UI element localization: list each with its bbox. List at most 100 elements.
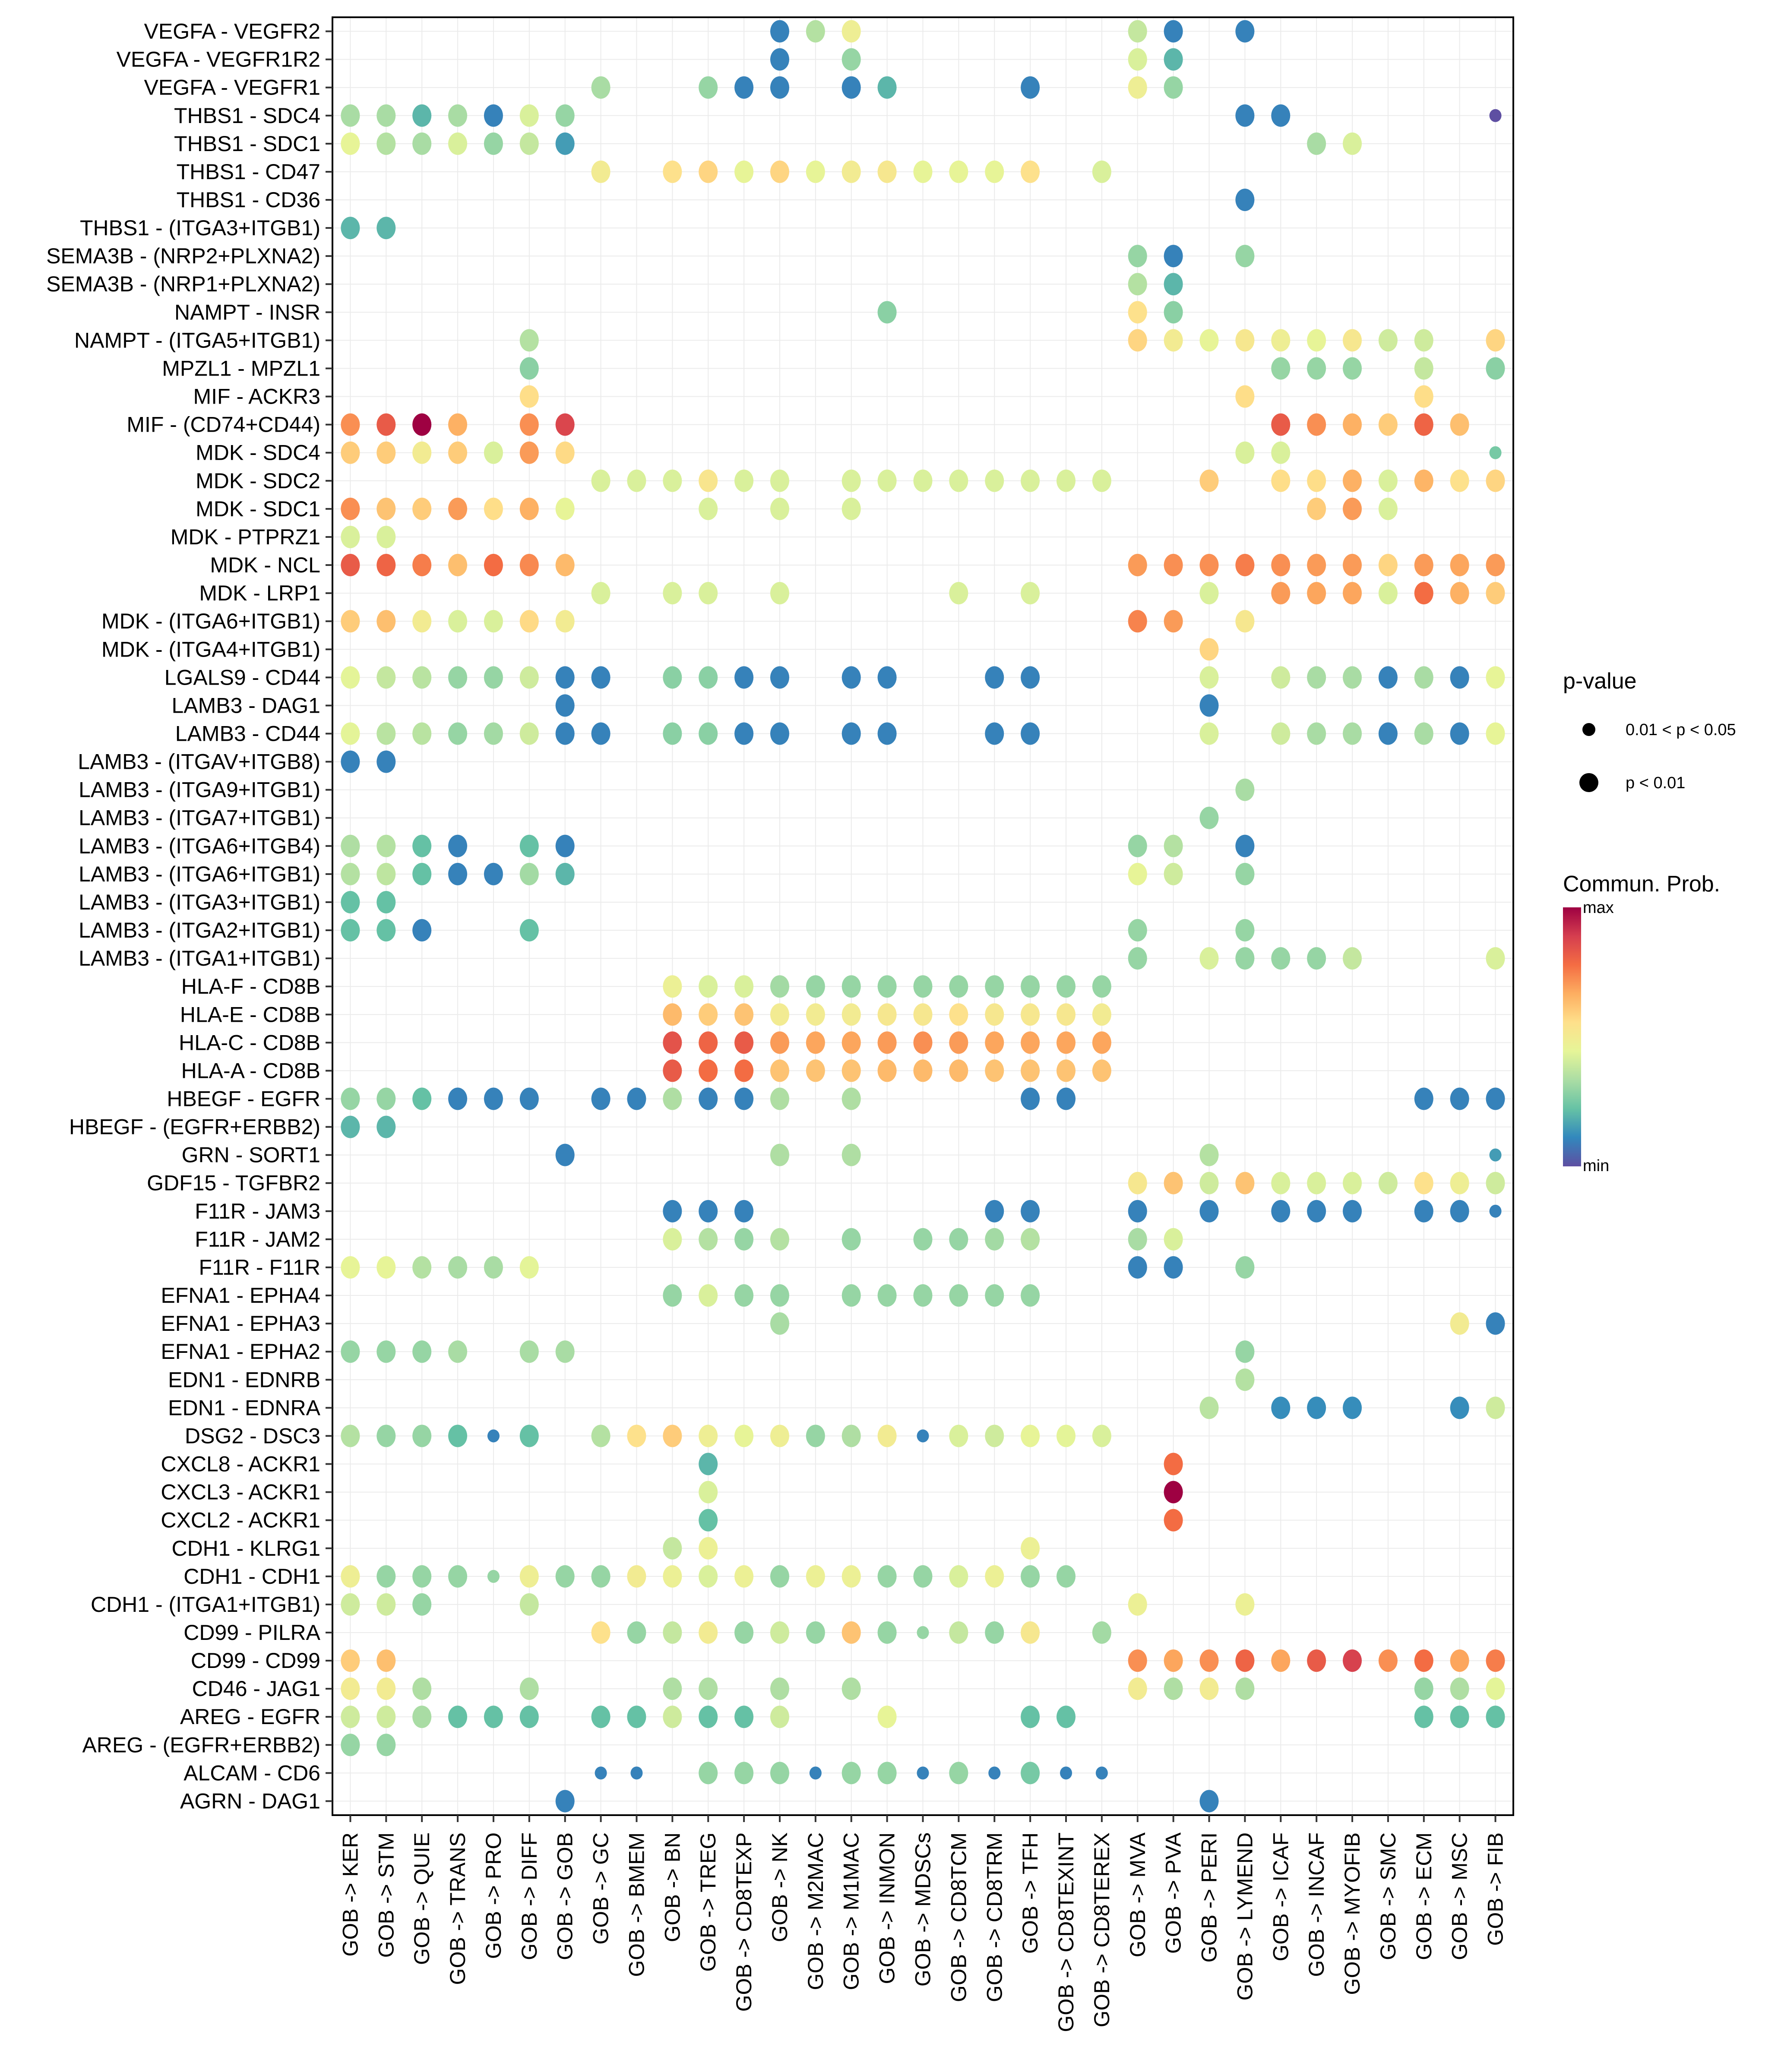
dot (1486, 357, 1505, 380)
x-tick-label: GOB -> STM (374, 1832, 398, 1958)
dot (1307, 947, 1326, 970)
dot (341, 554, 360, 577)
dot (663, 1059, 682, 1082)
dot (1235, 20, 1255, 43)
y-tick-label: LGALS9 - CD44 (164, 665, 320, 689)
dot (341, 1734, 360, 1756)
dot (1414, 554, 1433, 577)
dot (555, 694, 575, 717)
dot (1164, 1677, 1183, 1700)
dot (376, 1649, 396, 1672)
dot (1128, 1200, 1147, 1222)
dot (1378, 329, 1398, 352)
dot (1199, 554, 1219, 577)
dot (376, 1706, 396, 1728)
dot (1235, 1677, 1255, 1700)
dot (734, 1424, 754, 1447)
x-tick-label: GOB -> CD8TCM (946, 1832, 971, 2002)
dot (484, 1706, 503, 1728)
dot (913, 160, 933, 183)
dot (1021, 160, 1040, 183)
colorbar-min-label: min (1583, 1157, 1609, 1175)
dot (1271, 413, 1291, 436)
dot (1235, 245, 1255, 268)
dot (341, 104, 360, 127)
dot (1486, 722, 1505, 745)
dot (519, 919, 539, 942)
dot (1486, 582, 1505, 605)
dot (1128, 301, 1147, 324)
x-tick-label: GOB -> TRANS (446, 1832, 470, 1985)
dot (1235, 610, 1255, 633)
dot (519, 722, 539, 745)
dot (341, 891, 360, 913)
x-tick-label: GOB -> NK (768, 1832, 792, 1942)
dot (1199, 722, 1219, 745)
dot (376, 610, 396, 633)
x-tick-label: GOB -> INCAF (1304, 1832, 1329, 1977)
y-tick-label: EFNA1 - EPHA3 (161, 1311, 320, 1336)
dot (1164, 834, 1183, 857)
dot (1450, 1396, 1469, 1419)
dot (877, 975, 897, 998)
dot (1307, 1649, 1326, 1672)
dot (699, 1228, 718, 1251)
dot (841, 1003, 861, 1026)
dot (734, 666, 754, 689)
dot (734, 1706, 754, 1728)
x-tick-label: GOB -> PRO (481, 1832, 506, 1959)
y-tick-label: MDK - LRP1 (199, 581, 320, 605)
dot (985, 1031, 1004, 1054)
dot (555, 610, 575, 633)
dot (1021, 722, 1040, 745)
x-tick-label: GOB -> PVA (1161, 1832, 1186, 1954)
dot (841, 48, 861, 71)
dot (809, 1766, 822, 1780)
dot (519, 385, 539, 408)
dot (376, 525, 396, 548)
dot (1199, 1172, 1219, 1194)
dot (1486, 1677, 1505, 1700)
dot (484, 1087, 503, 1110)
dot (519, 441, 539, 464)
dot (1343, 132, 1362, 155)
dot (770, 497, 789, 520)
dot (949, 1031, 968, 1054)
dot (1092, 1621, 1111, 1644)
dot (341, 862, 360, 885)
dot (1343, 722, 1362, 745)
dot (1271, 1396, 1291, 1419)
dot (663, 1087, 682, 1110)
dot (448, 610, 468, 633)
dot (663, 160, 682, 183)
dot (1164, 1481, 1183, 1503)
dot (1199, 806, 1219, 829)
y-tick-label: VEGFA - VEGFR1 (144, 76, 320, 100)
dot (913, 1228, 933, 1251)
dot (770, 1677, 789, 1700)
dot (1164, 273, 1183, 296)
dot (1164, 245, 1183, 268)
dot (1128, 1649, 1147, 1672)
dot (1343, 1649, 1362, 1672)
dot (988, 1766, 1001, 1780)
dot (699, 1453, 718, 1475)
dot (1450, 1706, 1469, 1728)
dot (1164, 554, 1183, 577)
y-tick-label: NAMPT - INSR (174, 300, 320, 324)
dot (627, 469, 646, 492)
dot (484, 554, 503, 577)
dot (699, 1621, 718, 1644)
x-tick-label: GOB -> BN (660, 1832, 684, 1942)
dot (1057, 469, 1076, 492)
dot (412, 104, 432, 127)
dot (770, 1059, 789, 1082)
dot (376, 834, 396, 857)
dot (341, 217, 360, 240)
dot (519, 1256, 539, 1279)
y-tick-label: CDH1 - CDH1 (183, 1564, 320, 1589)
dot (985, 1228, 1004, 1251)
dot (1307, 357, 1326, 380)
dot (1164, 329, 1183, 352)
